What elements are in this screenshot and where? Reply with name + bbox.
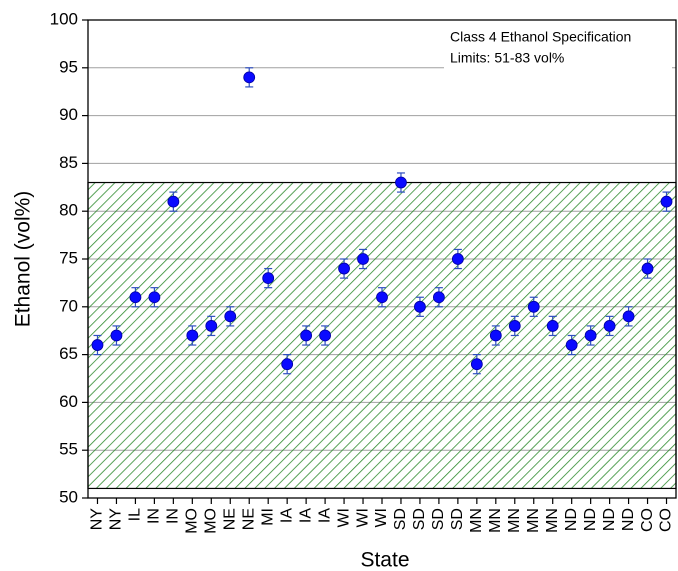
point	[395, 176, 407, 189]
y-tick-label: 75	[59, 248, 78, 267]
y-tick-label: 90	[59, 105, 78, 124]
x-tick-label: NE	[240, 508, 257, 530]
x-tick-label: SD	[449, 508, 466, 530]
point	[546, 320, 559, 332]
point	[470, 358, 483, 371]
point	[565, 339, 578, 351]
point	[262, 272, 275, 285]
y-tick-label: 100	[50, 9, 78, 28]
y-tick-label: 50	[59, 487, 78, 506]
y-tick-label: 60	[59, 392, 78, 411]
x-tick-label: MN	[544, 508, 561, 533]
point	[584, 329, 597, 342]
point	[433, 291, 445, 304]
point	[489, 329, 502, 342]
x-tick-label: IA	[278, 508, 295, 523]
point	[110, 329, 123, 342]
point	[641, 262, 654, 275]
x-tick-label: SD	[430, 508, 447, 530]
point	[319, 329, 331, 342]
annotation: Limits: 51-83 vol%	[450, 50, 564, 66]
point	[414, 300, 426, 313]
x-tick-label: ND	[563, 508, 580, 531]
y-tick-label: 55	[59, 440, 78, 459]
point	[603, 320, 616, 332]
point	[224, 310, 237, 323]
x-tick-label: IA	[316, 508, 333, 523]
x-tick-label: WI	[354, 508, 371, 528]
point	[186, 329, 199, 342]
x-tick-label: CO	[639, 508, 656, 532]
point	[281, 358, 294, 371]
x-tick-label: WI	[335, 508, 352, 528]
x-tick-label: ND	[601, 508, 618, 531]
x-tick-label: NE	[221, 508, 238, 530]
point	[622, 310, 635, 323]
x-tick-label: CO	[658, 508, 675, 532]
x-tick-label: MO	[184, 508, 201, 534]
y-tick-label: 85	[59, 153, 78, 172]
y-tick-label: 70	[59, 296, 78, 315]
x-tick-label: IN	[165, 508, 182, 524]
x-tick-label: MN	[468, 508, 485, 533]
point	[243, 71, 256, 84]
point	[451, 253, 464, 265]
x-tick-label: MN	[525, 508, 542, 533]
point	[376, 291, 388, 304]
point	[205, 320, 218, 332]
point	[527, 300, 540, 313]
y-tick-label: 95	[59, 57, 78, 76]
x-tick-label: NY	[89, 508, 106, 531]
x-tick-label: ND	[620, 508, 637, 531]
x-tick-label: MN	[487, 508, 504, 533]
x-tick-label: IL	[127, 508, 144, 521]
annotation-box	[444, 26, 672, 70]
x-axis-label: State	[360, 549, 409, 571]
point	[660, 195, 673, 208]
point	[91, 339, 104, 351]
point	[508, 320, 521, 332]
point	[338, 262, 350, 275]
x-tick-label: IA	[297, 508, 314, 523]
y-tick-label: 65	[59, 344, 78, 363]
spec-region	[87, 181, 677, 490]
x-tick-label: MI	[259, 508, 276, 526]
x-tick-label: MN	[506, 508, 523, 533]
annotation: Class 4 Ethanol Specification	[450, 29, 631, 45]
y-axis-label: Ethanol (vol%)	[12, 191, 35, 328]
y-tick-label: 80	[59, 201, 78, 220]
point	[129, 291, 142, 304]
x-tick-label: ND	[582, 508, 599, 531]
point	[300, 329, 313, 342]
point	[167, 195, 180, 208]
x-tick-label: NY	[108, 508, 125, 531]
point	[357, 253, 369, 265]
x-tick-label: IN	[146, 508, 163, 524]
x-tick-label: SD	[392, 508, 409, 530]
x-tick-label: MO	[203, 508, 220, 534]
point	[148, 291, 161, 304]
x-tick-label: WI	[373, 508, 390, 528]
x-tick-label: SD	[411, 508, 428, 530]
